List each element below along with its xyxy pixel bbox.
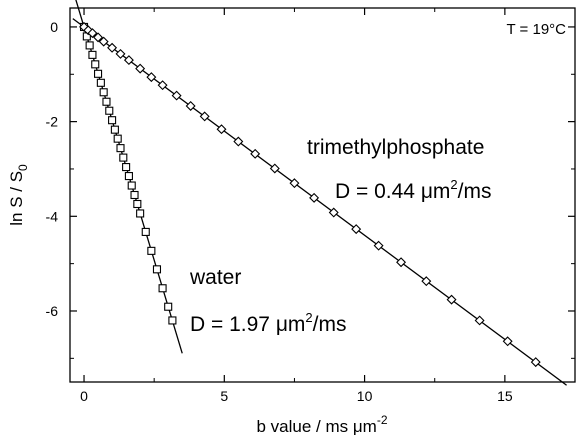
x-axis-title-main: b value / ms	[256, 417, 352, 436]
data-point-water	[133, 199, 142, 209]
y-tick-label: 0	[50, 19, 58, 35]
diffusion-label-trimethylphosphate: D = 0.44 μm2/ms	[335, 177, 491, 203]
data-point-trimethylphosphate	[530, 357, 541, 368]
temperature-label: T = 19°C	[506, 21, 566, 38]
data-point-trimethylphosphate	[446, 294, 457, 305]
diffusion-suffix: /ms	[458, 180, 492, 203]
diffusion-prefix: D = 1.97	[190, 313, 276, 336]
data-point-trimethylphosphate	[115, 48, 126, 59]
data-point-water	[124, 172, 133, 181]
diffusion-exponent: 2	[450, 177, 457, 192]
data-point-trimethylphosphate	[502, 336, 513, 347]
diffusion-label-water: D = 1.97 μm2/ms	[190, 310, 346, 336]
axis-ticks: 0 5 10 15 0 -2 -4 -6	[46, 8, 576, 404]
data-point-water	[108, 116, 117, 125]
data-point-water	[152, 265, 162, 274]
data-markers	[79, 21, 541, 368]
y-axis-title-main: ln S / S	[7, 171, 26, 226]
data-point-trimethylphosphate	[107, 42, 118, 53]
data-point-water	[91, 60, 100, 69]
x-axis-title: b value / ms μm-2	[256, 413, 387, 436]
data-point-water	[113, 134, 122, 143]
data-point-trimethylphosphate	[146, 72, 157, 83]
data-point-water	[136, 209, 145, 218]
y-tick-label: -6	[46, 303, 59, 319]
data-point-trimethylphosphate	[250, 148, 261, 159]
data-point-trimethylphosphate	[123, 55, 134, 66]
series-label-water: water	[189, 266, 241, 289]
data-point-trimethylphosphate	[199, 111, 210, 122]
data-point-water	[122, 163, 131, 172]
x-tick-label: 10	[357, 388, 373, 404]
data-point-water	[105, 106, 114, 115]
data-point-trimethylphosphate	[93, 32, 104, 43]
data-point-water	[110, 125, 119, 134]
data-point-trimethylphosphate	[87, 28, 98, 39]
data-point-water	[85, 41, 94, 50]
data-point-water	[147, 246, 156, 255]
data-point-trimethylphosphate	[98, 36, 109, 47]
data-point-trimethylphosphate	[289, 178, 300, 189]
fit-lines	[72, 0, 567, 386]
y-axis-title-subscript: 0	[16, 164, 30, 171]
data-point-trimethylphosphate	[185, 101, 196, 111]
diffusion-unit: μm	[276, 313, 306, 336]
data-point-water	[88, 50, 97, 59]
x-tick-label: 0	[80, 388, 88, 404]
diffusion-exponent: 2	[305, 310, 312, 325]
diffusion-unit: μm	[421, 180, 451, 203]
data-point-water	[96, 78, 105, 87]
data-point-trimethylphosphate	[328, 207, 339, 218]
x-axis-title-unit: μm	[353, 417, 377, 436]
data-point-trimethylphosphate	[135, 63, 146, 74]
data-point-trimethylphosphate	[474, 315, 485, 326]
x-tick-label: 15	[497, 388, 513, 404]
y-axis-title: ln S / S0	[7, 164, 30, 226]
diffusion-prefix: D = 0.44	[335, 180, 421, 203]
data-point-water	[130, 190, 139, 200]
y-tick-label: -2	[46, 114, 59, 130]
data-point-trimethylphosphate	[171, 90, 182, 101]
data-point-trimethylphosphate	[309, 192, 320, 203]
y-tick-label: -4	[46, 208, 59, 224]
data-point-trimethylphosphate	[157, 80, 168, 91]
data-point-water	[127, 181, 136, 190]
data-point-water	[119, 153, 128, 162]
fit-line-trimethylphosphate	[72, 18, 567, 386]
data-point-trimethylphosphate	[269, 163, 280, 174]
data-point-water	[164, 302, 173, 311]
data-point-trimethylphosphate	[351, 224, 362, 235]
data-point-trimethylphosphate	[233, 136, 244, 147]
data-point-trimethylphosphate	[421, 276, 432, 287]
data-point-trimethylphosphate	[216, 124, 227, 135]
series-label-trimethylphosphate: trimethylphosphate	[307, 136, 484, 159]
data-point-water	[102, 97, 111, 106]
data-point-water	[158, 284, 167, 293]
data-point-water	[94, 69, 103, 78]
data-point-water	[99, 88, 108, 97]
data-point-trimethylphosphate	[373, 240, 384, 251]
data-point-trimethylphosphate	[396, 257, 407, 268]
x-axis-title-exponent: -2	[377, 413, 388, 427]
diffusion-suffix: /ms	[313, 313, 347, 336]
data-point-water	[141, 227, 150, 236]
data-point-water	[116, 144, 125, 153]
x-tick-label: 5	[220, 388, 228, 404]
plot-frame	[69, 7, 576, 383]
data-point-water	[168, 316, 177, 325]
fit-line-water	[75, 0, 183, 354]
